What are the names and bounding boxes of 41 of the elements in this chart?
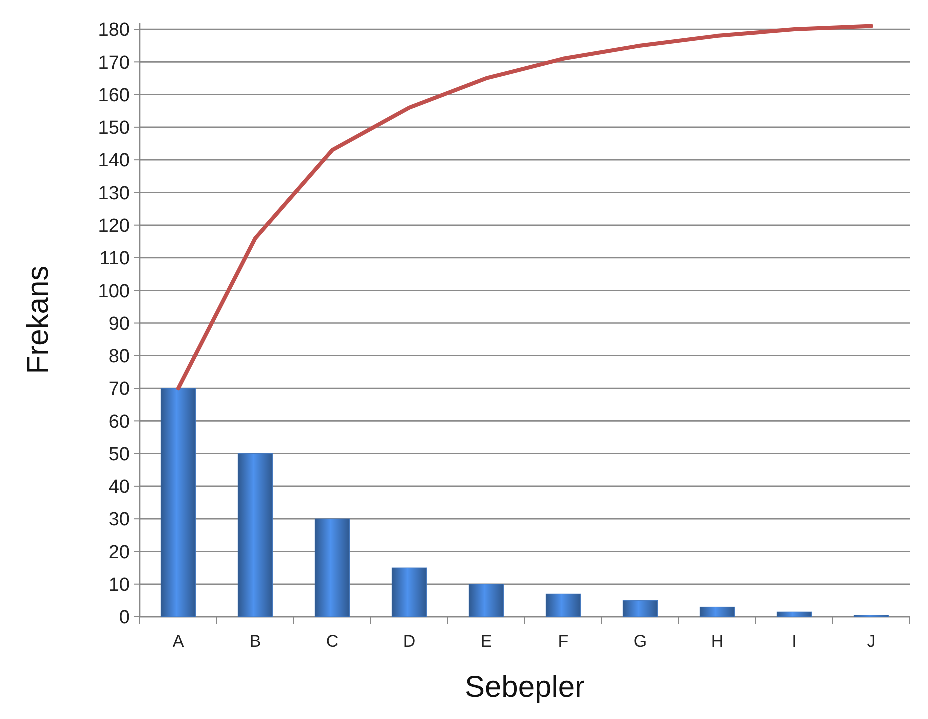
bar — [160, 388, 196, 618]
bar — [776, 612, 812, 618]
y-tick-label: 170 — [98, 52, 130, 74]
y-tick-label: 60 — [108, 412, 130, 433]
y-tick-label: 150 — [98, 118, 130, 140]
y-tick-label: 100 — [98, 281, 130, 302]
y-tick-label: 10 — [108, 575, 130, 596]
y-tick-label: 50 — [108, 444, 130, 466]
x-axis-title: Sebepler — [464, 671, 586, 704]
y-tick-label: 160 — [98, 85, 130, 106]
y-axis-title: Frekans — [22, 266, 55, 374]
x-tick-label: H — [711, 632, 724, 651]
y-tick-label: 40 — [108, 477, 130, 498]
x-tick-label: B — [250, 632, 262, 651]
y-tick-label: 140 — [98, 150, 130, 172]
x-tick-label: I — [792, 632, 797, 651]
bar — [546, 594, 582, 618]
y-tick-label: 120 — [98, 216, 130, 237]
bar — [468, 584, 504, 618]
line-series — [176, 24, 874, 391]
y-tick-label: 20 — [108, 542, 130, 564]
x-tick-label: J — [867, 632, 876, 651]
y-tick-label: 70 — [108, 379, 130, 400]
y-tick-label: 0 — [119, 608, 130, 629]
bar — [700, 606, 736, 618]
x-tick-label: G — [634, 632, 648, 651]
y-tick-label: 90 — [108, 314, 130, 335]
bar — [238, 454, 274, 618]
x-tick-label: A — [172, 632, 185, 651]
y-tick-label: 80 — [108, 346, 130, 368]
y-tick-label: 130 — [98, 183, 130, 204]
y-tick-label: 180 — [98, 20, 130, 42]
x-tick-label: E — [480, 632, 492, 651]
x-tick-label: C — [326, 632, 339, 651]
bar — [314, 518, 350, 618]
y-tick-label: 110 — [100, 248, 130, 270]
x-tick-label: F — [558, 632, 569, 651]
bar — [622, 600, 658, 618]
y-tick-label: 30 — [108, 510, 130, 531]
x-tick-label: D — [403, 632, 416, 651]
bar — [392, 568, 428, 618]
